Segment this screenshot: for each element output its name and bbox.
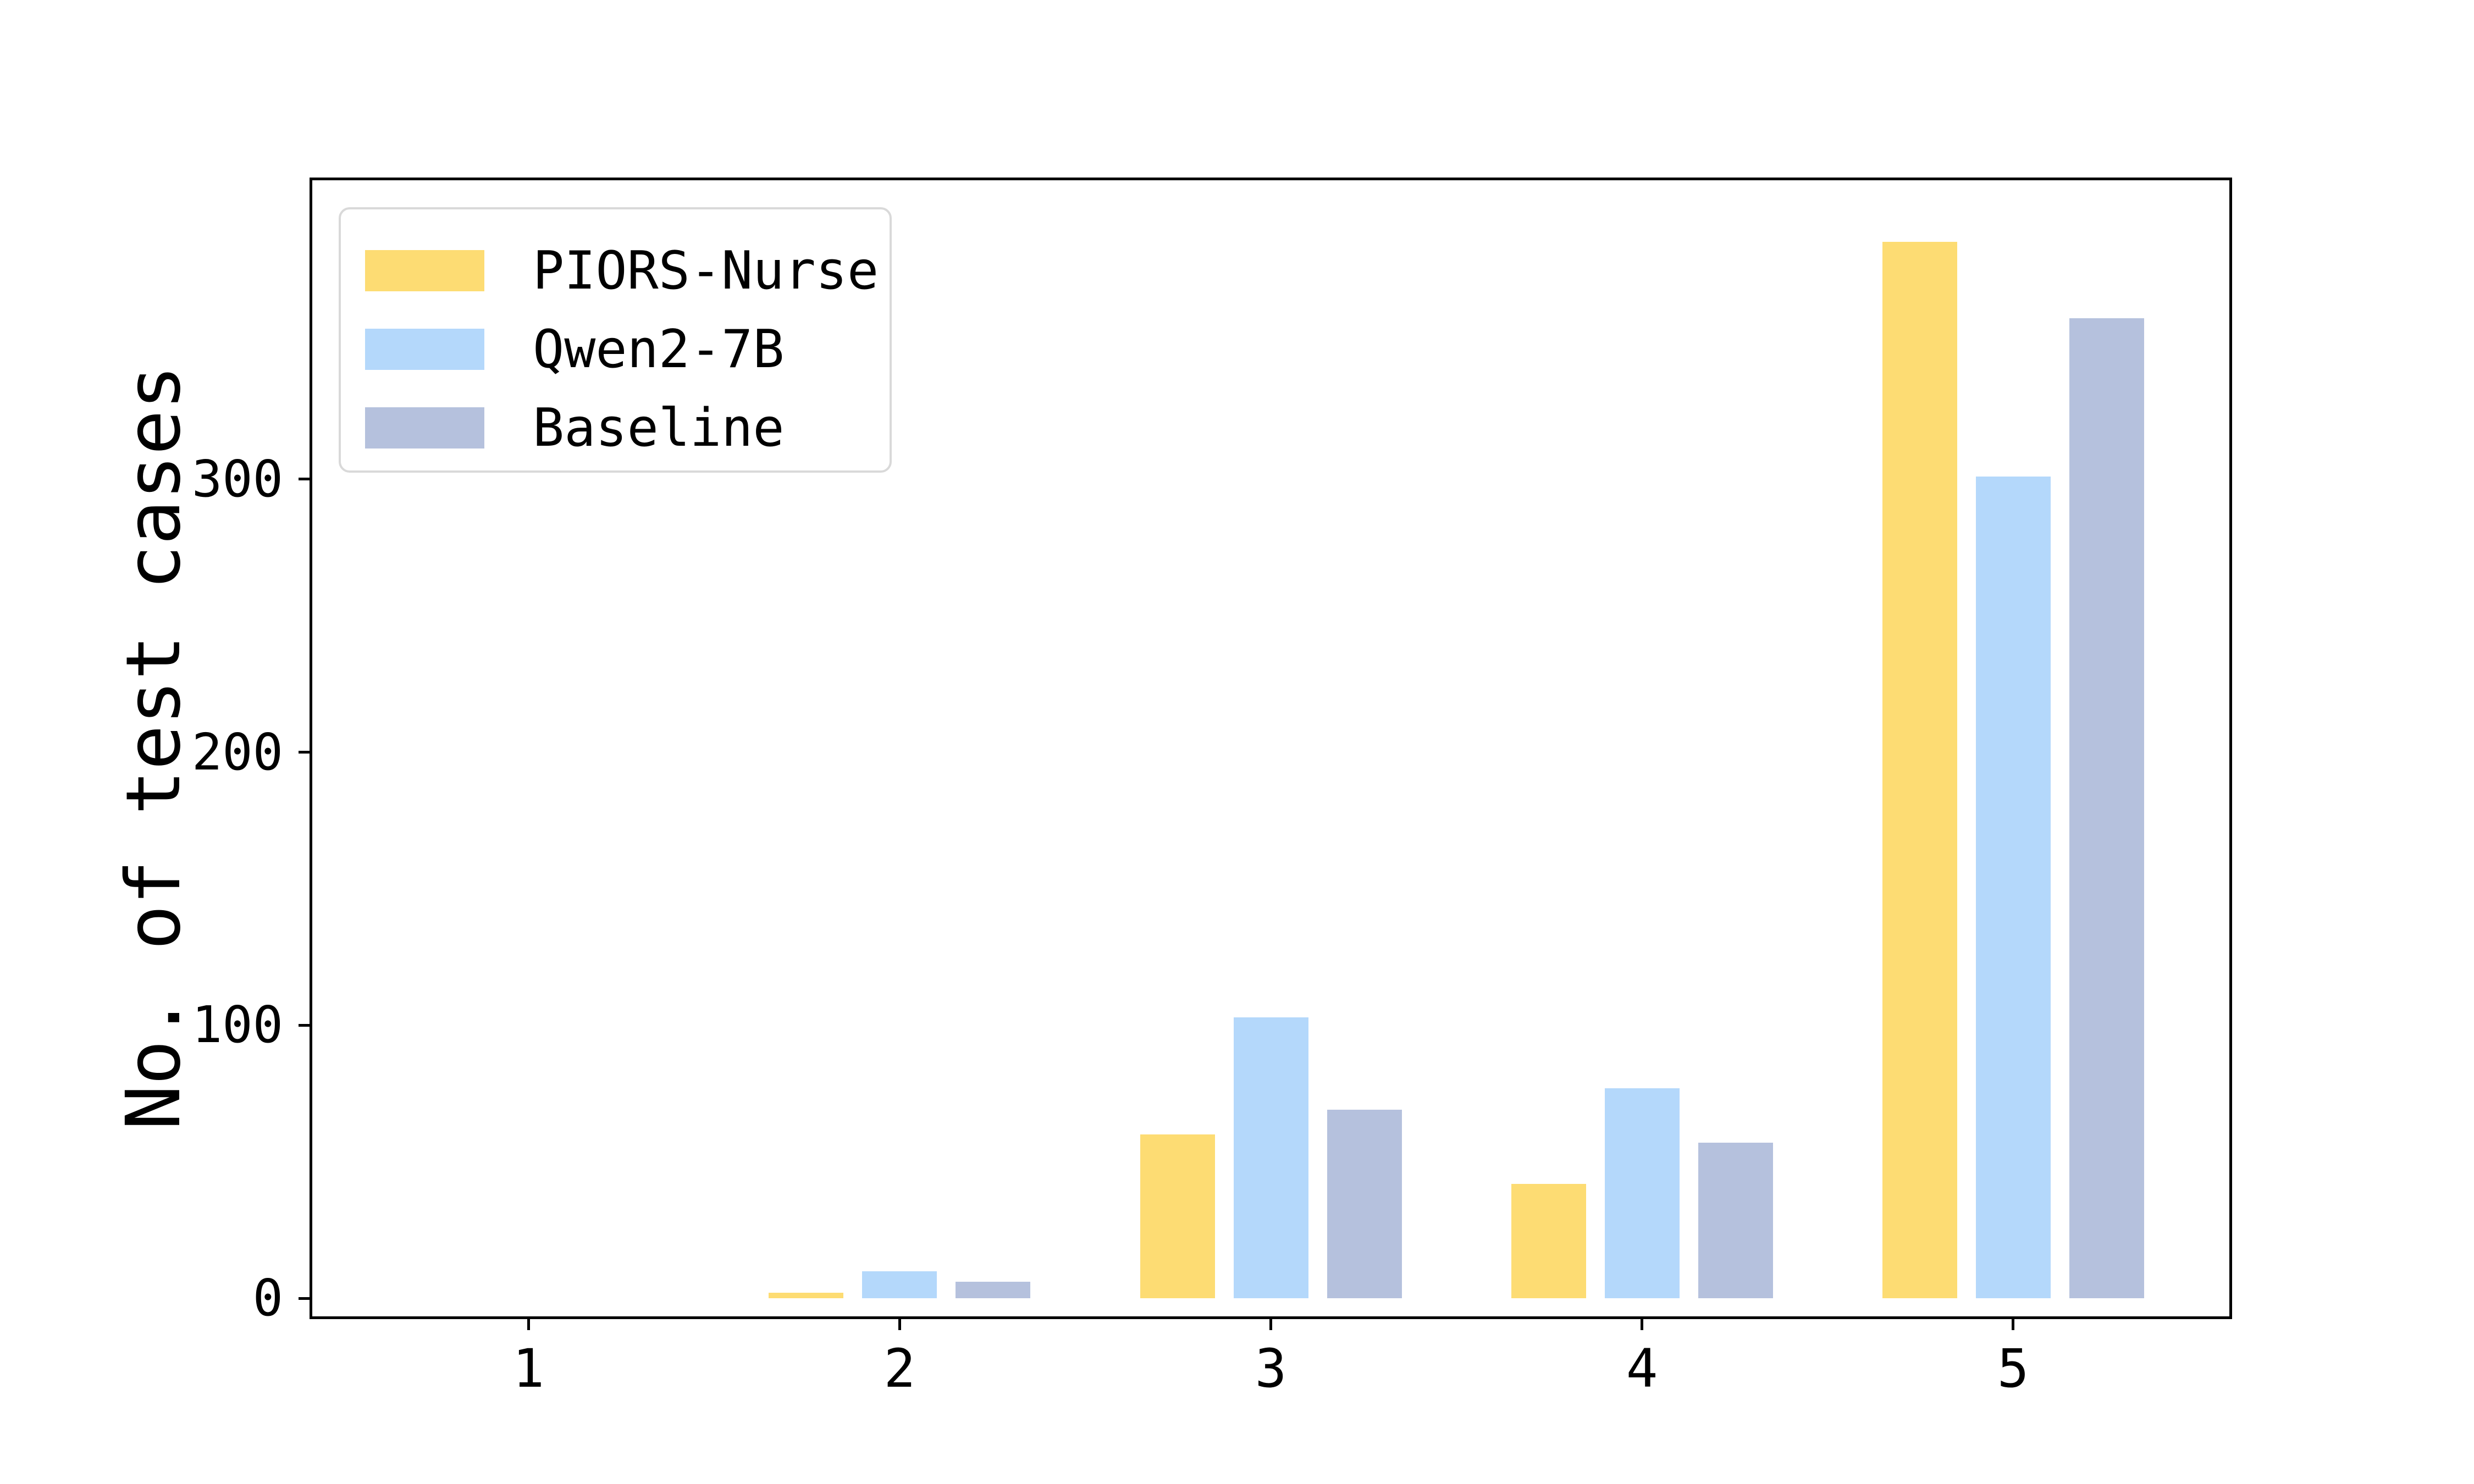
legend-label-baseline: Baseline [533,397,785,458]
bar-baseline-5 [2069,318,2144,1299]
y-tick-200 [299,751,310,754]
legend: PIORS-Nurse Qwen2-7B Baseline [339,207,892,473]
x-tick-1 [527,1319,530,1330]
x-tick-2 [898,1319,901,1330]
bar-baseline-2 [956,1282,1031,1299]
bar-qwen2-7b-3 [1233,1017,1308,1299]
legend-swatch-piors-nurse [365,250,484,291]
bar-qwen2-7b-2 [862,1271,937,1299]
legend-row-baseline: Baseline [365,389,890,467]
y-tick-300 [299,478,310,481]
bar-piors-nurse-3 [1140,1134,1215,1299]
x-tick-label-1: 1 [512,1338,545,1399]
x-tick-label-5: 5 [1997,1338,2029,1399]
bar-qwen2-7b-5 [1975,476,2051,1299]
bar-baseline-3 [1327,1110,1402,1299]
y-tick-label-0: 0 [252,1269,283,1328]
legend-swatch-qwen2-7b [365,329,484,370]
y-tick-0 [299,1297,310,1300]
x-tick-4 [1641,1319,1644,1330]
y-tick-label-200: 200 [191,722,283,782]
legend-row-qwen2-7b: Qwen2-7B [365,310,890,389]
y-axis-label: No. of test cases [111,365,197,1130]
y-tick-label-100: 100 [191,995,283,1055]
legend-row-piors-nurse: PIORS-Nurse [365,231,890,310]
x-tick-label-4: 4 [1626,1338,1658,1399]
bar-piors-nurse-5 [1882,241,1957,1299]
bar-baseline-4 [1698,1143,1773,1299]
x-tick-label-2: 2 [883,1338,916,1399]
plot-area [310,178,2232,1319]
bar-piors-nurse-2 [769,1293,844,1299]
legend-label-piors-nurse: PIORS-Nurse [533,240,879,301]
y-tick-label-300: 300 [191,449,283,508]
bar-qwen2-7b-4 [1604,1088,1680,1299]
y-tick-100 [299,1023,310,1027]
x-tick-label-3: 3 [1255,1338,1287,1399]
bar-piors-nurse-4 [1511,1183,1586,1299]
x-tick-5 [2012,1319,2015,1330]
legend-swatch-baseline [365,407,484,448]
x-tick-3 [1269,1319,1272,1330]
legend-label-qwen2-7b: Qwen2-7B [533,319,785,380]
